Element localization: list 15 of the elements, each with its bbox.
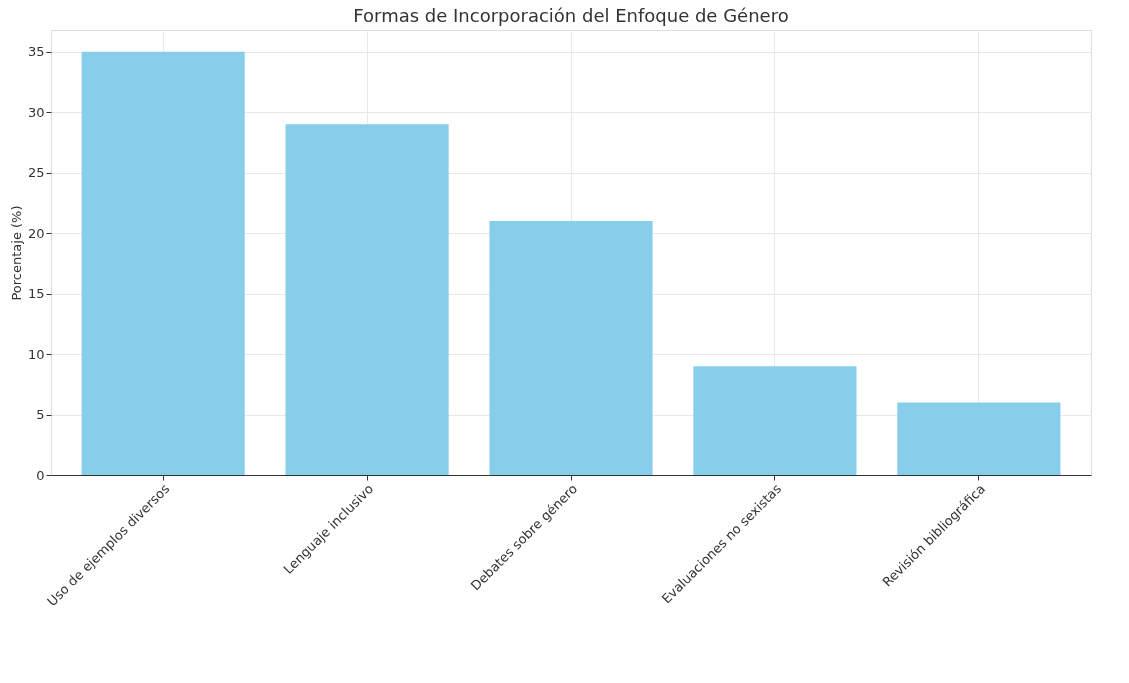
y-tick-label: 20 <box>27 225 45 241</box>
bar <box>693 366 857 475</box>
y-axis-title: Porcentaje (%) <box>8 205 24 301</box>
y-tick-label: 10 <box>27 346 45 362</box>
chart-title: Formas de Incorporación del Enfoque de Género <box>353 5 789 26</box>
y-tick-label: 30 <box>27 104 45 120</box>
bar <box>489 221 653 475</box>
bar <box>897 402 1061 475</box>
y-tick-label: 0 <box>36 467 45 483</box>
y-tick-label: 5 <box>36 407 45 423</box>
bar <box>81 51 245 475</box>
y-tick-label: 35 <box>27 44 45 60</box>
y-tick-label: 25 <box>27 165 45 181</box>
y-tick-label: 15 <box>27 286 45 302</box>
bar <box>285 124 449 475</box>
